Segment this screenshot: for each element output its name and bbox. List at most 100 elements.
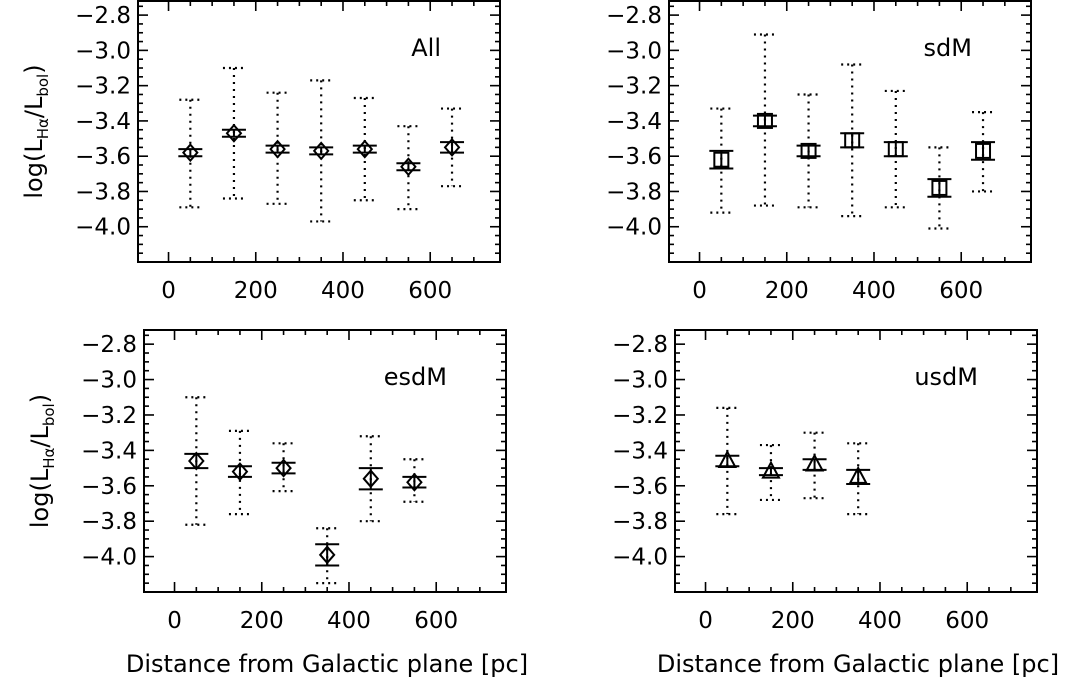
triangle-marker (804, 453, 825, 472)
panel-label: sdM (924, 34, 972, 62)
data-point (883, 89, 908, 209)
y-tick-label: −3.0 (612, 368, 668, 394)
y-tick-label: −2.8 (612, 332, 668, 358)
y-tick-label: −3.0 (81, 368, 137, 394)
y-axis-title: log(LHα/Lbol) (26, 394, 58, 528)
x-tick-label: 200 (771, 608, 815, 634)
x-tick-label: 600 (945, 608, 989, 634)
y-tick-label: −3.4 (75, 109, 131, 135)
square-marker (800, 142, 817, 159)
data-point (221, 66, 246, 200)
square-marker (756, 112, 773, 129)
y-axis-title: log(LHα/Lbol) (20, 64, 52, 198)
x-tick-label: 200 (234, 278, 278, 304)
y-axis-title-sub2: bol (40, 403, 58, 426)
y-tick-label: −4.0 (612, 545, 668, 571)
x-tick-label: 600 (414, 608, 458, 634)
y-tick-label: −2.8 (606, 3, 662, 29)
diamond-marker (400, 157, 417, 177)
data-point (758, 443, 783, 502)
diamond-marker (231, 462, 249, 482)
diamond-marker (275, 458, 292, 478)
x-tick-label: 400 (327, 608, 371, 634)
plot-frame (674, 329, 1038, 593)
diamond-marker (318, 545, 336, 565)
y-tick-label: −3.4 (81, 438, 137, 464)
data-point (440, 107, 465, 188)
y-tick-label: −3.2 (81, 403, 137, 429)
data-point (309, 79, 334, 223)
y-axis-title-prefix: log(L (20, 139, 48, 199)
y-tick-label: −3.8 (81, 509, 137, 535)
y-tick-label: −3.8 (612, 509, 668, 535)
data-point (227, 429, 252, 516)
x-tick-label: 400 (858, 608, 902, 634)
y-axis-title-sub1: Hα (40, 448, 58, 469)
y-tick-label: −3.2 (75, 74, 131, 100)
y-tick-label: −3.2 (606, 74, 662, 100)
y-axis-title-suffix: ) (26, 394, 54, 403)
data-point (715, 406, 740, 516)
panel-esdm: 0 200 400 600 −2.8 −3.0 −3.2 −3.4 −3.6 −3.8 −4.0 es… (26, 329, 528, 678)
x-tick-label: 0 (167, 608, 182, 634)
y-tick-label: −3.8 (75, 179, 131, 205)
diamond-marker (406, 472, 423, 492)
x-tick-label: 200 (765, 278, 809, 304)
y-tick-label: −3.4 (606, 109, 662, 135)
panel-usdm: 0 200 400 600 −2.8 −3.0 −3.2 −3.4 −3.6 −3.8 −4.0 us… (612, 329, 1059, 678)
plot-frame (143, 329, 507, 593)
diamond-marker (362, 469, 380, 489)
y-tick-label: −4.0 (81, 545, 137, 571)
y-tick-label: −3.0 (606, 38, 662, 64)
diamond-marker (225, 123, 243, 143)
diamond-marker (443, 137, 461, 157)
data-point (971, 111, 996, 193)
data-point (358, 435, 383, 523)
data-point (927, 146, 952, 230)
panel-sdm: 0 200 400 600 −2.8 −3.0 −3.2 −3.4 −3.6 −3.8 −4.0 sd… (606, 0, 1032, 304)
data-point (265, 91, 290, 205)
x-tick-label: 400 (852, 278, 896, 304)
y-tick-label: −3.2 (612, 403, 668, 429)
y-tick-label: −2.8 (81, 332, 137, 358)
y-tick-label: −3.4 (612, 438, 668, 464)
data-point (315, 527, 340, 585)
y-tick-label: −3.0 (75, 38, 131, 64)
x-tick-label: 200 (240, 608, 284, 634)
panel-label: esdM (384, 363, 447, 391)
data-point (396, 125, 421, 211)
diamond-marker (356, 139, 374, 159)
square-marker (713, 151, 730, 168)
diamond-marker (312, 141, 330, 161)
diamond-marker (188, 451, 205, 471)
square-marker (887, 141, 904, 158)
y-axis-title-mid: /L (26, 426, 54, 448)
data-point (709, 107, 734, 214)
data-point (184, 396, 209, 526)
y-tick-label: −3.6 (612, 474, 668, 500)
diamond-marker (182, 143, 199, 163)
data-point (752, 33, 777, 207)
square-marker (931, 179, 948, 196)
data-point (352, 96, 377, 202)
y-axis-title-suffix: ) (20, 64, 48, 73)
x-tick-label: 0 (692, 278, 707, 304)
x-tick-label: 0 (698, 608, 713, 634)
x-axis-title: Distance from Galactic plane [pc] (657, 650, 1059, 678)
x-tick-label: 0 (161, 278, 176, 304)
panel-label: usdM (914, 363, 978, 391)
x-tick-label: 400 (321, 278, 365, 304)
y-tick-label: −3.6 (606, 144, 662, 170)
y-axis-title-prefix: log(L (26, 468, 54, 528)
y-tick-label: −3.6 (81, 474, 137, 500)
y-axis-title-mid: /L (20, 96, 48, 118)
y-tick-label: −4.0 (606, 215, 662, 241)
triangle-marker (848, 465, 868, 484)
triangle-marker (717, 449, 738, 468)
data-point (846, 442, 871, 516)
diamond-marker (269, 139, 286, 159)
x-tick-label: 600 (408, 278, 452, 304)
data-point (802, 431, 827, 500)
